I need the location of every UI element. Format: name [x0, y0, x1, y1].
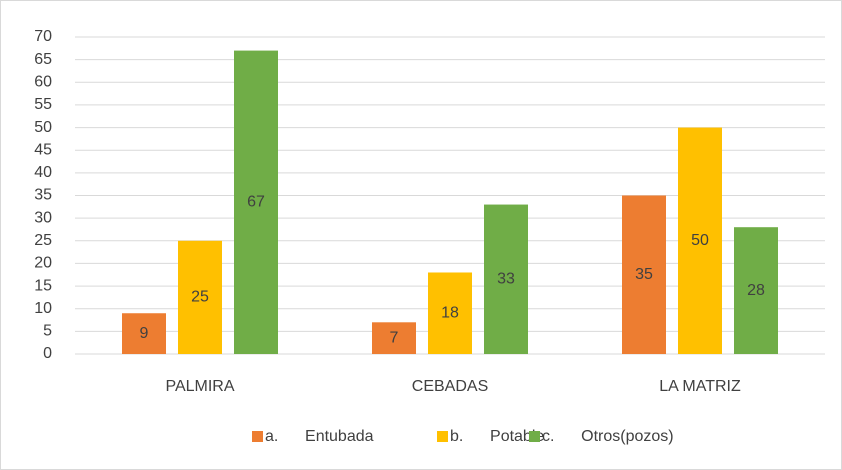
y-tick-label: 5	[43, 323, 52, 340]
bar	[734, 227, 778, 354]
y-tick-label: 0	[43, 345, 52, 362]
y-tick-label: 40	[34, 164, 52, 181]
legend-label: c. Otros(pozos)	[542, 428, 674, 445]
y-tick-label: 20	[34, 255, 52, 272]
y-tick-label: 15	[34, 277, 52, 294]
y-tick-label: 50	[34, 119, 52, 136]
data-label: 7	[390, 329, 399, 346]
bar	[678, 127, 722, 354]
bar	[122, 313, 166, 354]
bar	[372, 322, 416, 354]
data-label: 67	[247, 194, 265, 211]
legend-swatch	[529, 431, 540, 442]
y-tick-label: 55	[34, 96, 52, 113]
bar	[622, 195, 666, 354]
legend-label: b. Potable	[450, 428, 544, 445]
data-label: 9	[140, 325, 149, 342]
data-label: 28	[747, 282, 765, 299]
x-tick-label: CEBADAS	[412, 378, 488, 395]
x-tick-label: PALMIRA	[165, 378, 234, 395]
bar	[484, 204, 528, 354]
legend-swatch	[437, 431, 448, 442]
data-label: 50	[691, 232, 709, 249]
y-tick-label: 30	[34, 209, 52, 226]
legend-label: a. Entubada	[265, 428, 374, 445]
x-tick-label: LA MATRIZ	[659, 378, 741, 395]
y-tick-label: 45	[34, 141, 52, 158]
legend-swatch	[252, 431, 263, 442]
data-label: 33	[497, 270, 515, 287]
y-tick-label: 25	[34, 232, 52, 249]
y-tick-label: 10	[34, 300, 52, 317]
bar	[178, 240, 222, 354]
data-label: 18	[441, 304, 459, 321]
bar	[234, 50, 278, 354]
data-label: 35	[635, 266, 653, 283]
y-tick-label: 35	[34, 187, 52, 204]
y-tick-label: 60	[34, 74, 52, 91]
data-label: 25	[191, 289, 209, 306]
y-tick-label: 65	[34, 51, 52, 68]
bar	[428, 272, 472, 354]
y-tick-label: 70	[34, 28, 52, 45]
